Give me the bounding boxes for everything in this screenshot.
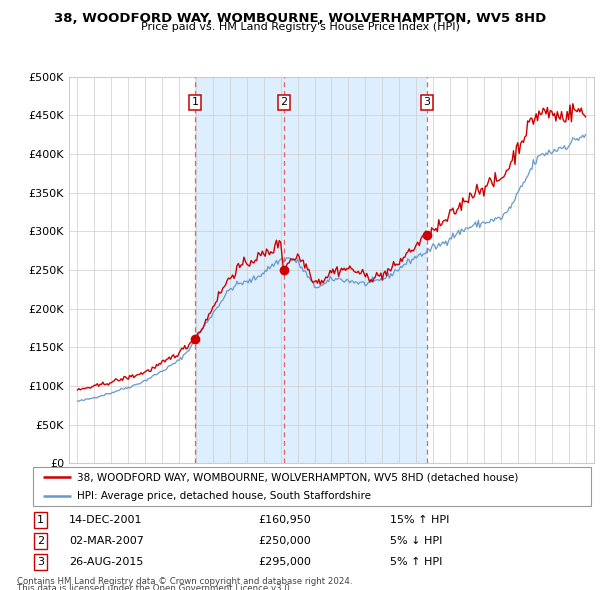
- Text: HPI: Average price, detached house, South Staffordshire: HPI: Average price, detached house, Sout…: [77, 491, 371, 502]
- Text: 5% ↑ HPI: 5% ↑ HPI: [390, 557, 442, 566]
- Bar: [196, 77, 284, 463]
- Text: 14-DEC-2001: 14-DEC-2001: [69, 516, 143, 525]
- Text: 1: 1: [192, 97, 199, 107]
- Bar: [284, 77, 427, 463]
- FancyBboxPatch shape: [33, 467, 591, 506]
- Text: 26-AUG-2015: 26-AUG-2015: [69, 557, 143, 566]
- Text: £295,000: £295,000: [258, 557, 311, 566]
- Text: 38, WOODFORD WAY, WOMBOURNE, WOLVERHAMPTON, WV5 8HD (detached house): 38, WOODFORD WAY, WOMBOURNE, WOLVERHAMPT…: [77, 472, 518, 482]
- Text: £250,000: £250,000: [258, 536, 311, 546]
- Text: 5% ↓ HPI: 5% ↓ HPI: [390, 536, 442, 546]
- Text: 2: 2: [37, 536, 44, 546]
- Text: 15% ↑ HPI: 15% ↑ HPI: [390, 516, 449, 525]
- Text: Contains HM Land Registry data © Crown copyright and database right 2024.: Contains HM Land Registry data © Crown c…: [17, 577, 352, 586]
- Text: 38, WOODFORD WAY, WOMBOURNE, WOLVERHAMPTON, WV5 8HD: 38, WOODFORD WAY, WOMBOURNE, WOLVERHAMPT…: [54, 12, 546, 25]
- Text: 02-MAR-2007: 02-MAR-2007: [69, 536, 144, 546]
- Text: 3: 3: [37, 557, 44, 566]
- Text: 1: 1: [37, 516, 44, 525]
- Text: £160,950: £160,950: [258, 516, 311, 525]
- Text: 2: 2: [280, 97, 287, 107]
- Text: Price paid vs. HM Land Registry's House Price Index (HPI): Price paid vs. HM Land Registry's House …: [140, 22, 460, 32]
- Text: This data is licensed under the Open Government Licence v3.0.: This data is licensed under the Open Gov…: [17, 584, 292, 590]
- Text: 3: 3: [424, 97, 431, 107]
